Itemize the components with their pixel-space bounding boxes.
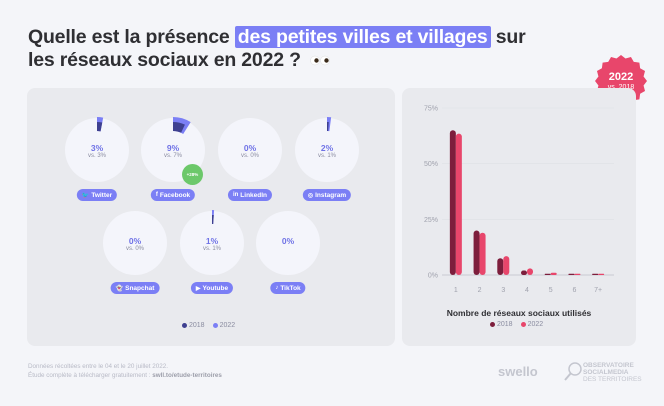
donut-legend: 2018 2022: [182, 322, 235, 329]
growth-badge: +28%: [182, 164, 203, 185]
donut-snapchat: [103, 211, 167, 275]
x-tick-label: 2: [478, 287, 482, 294]
network-label-tiktok: ♪ TikTok: [270, 282, 306, 294]
tiktok-icon: ♪: [275, 285, 279, 291]
share-2018: vs. 1%: [317, 153, 336, 159]
donut-linkedin: [218, 118, 282, 182]
legend-2018: 2018: [182, 322, 205, 329]
network-label-twitter: 🐦 Twitter: [76, 189, 118, 201]
y-tick-label: 50%: [424, 161, 438, 168]
footer-note: Données récoltées entre le 04 et le 20 j…: [28, 363, 222, 379]
share-2022: 0%: [243, 143, 257, 153]
wedge-2018: [173, 122, 185, 133]
linkedin-icon: in: [232, 192, 239, 198]
instagram-icon: ◎: [307, 192, 314, 199]
y-tick-label: 0%: [428, 273, 438, 280]
network-label-instagram: ◎ Instagram: [302, 189, 352, 201]
study-link[interactable]: swll.to/etude-territoires: [152, 372, 222, 379]
legend-2018: 2018: [490, 321, 513, 328]
share-2018: vs. 0%: [240, 153, 259, 159]
y-tick-label: 25%: [424, 217, 438, 224]
bar-2018-4: [521, 270, 527, 275]
swello-logo: swello: [498, 364, 538, 379]
network-label-facebook: f Facebook: [150, 189, 196, 201]
bar-2022-6: [574, 273, 581, 275]
facebook-icon: f: [155, 192, 158, 198]
bar-legend: 2018 2022: [490, 321, 543, 328]
youtube-icon: ▶: [195, 285, 201, 292]
eyes-icon: [310, 56, 330, 66]
wedge-2018: [327, 122, 329, 132]
wedge-2018: [212, 215, 214, 225]
badge-year: 2022: [608, 71, 634, 83]
legend-2022: 2022: [212, 322, 235, 329]
y-tick-label: 75%: [424, 106, 438, 113]
bar-2022-7+: [598, 273, 605, 275]
x-tick-label: 1: [454, 287, 458, 294]
wedge-2018: [97, 122, 103, 132]
page-title: Quelle est la présence des petites ville…: [28, 26, 526, 71]
magnifier-logo-icon: [564, 362, 582, 381]
x-axis-label: Nombre de réseaux sociaux utilisés: [446, 308, 592, 318]
share-2018: vs. 7%: [163, 153, 182, 159]
bar-2018-7+: [592, 273, 599, 275]
share-2022: 2%: [320, 143, 334, 153]
x-tick-label: 4: [525, 287, 529, 294]
x-tick-label: 7+: [594, 287, 602, 294]
snapchat-icon: 👻: [115, 285, 124, 292]
bar-2018-6: [568, 273, 575, 275]
x-tick-label: 6: [572, 287, 576, 294]
bar-chart: 0% 25% 50% 75% 1 2 3 4 5 6 7+: [424, 106, 614, 294]
x-tick-label: 3: [501, 287, 505, 294]
share-2018: vs. 1%: [202, 246, 221, 252]
legend-2022: 2022: [520, 321, 543, 328]
share-2018: vs. 0%: [125, 246, 144, 252]
network-label-snapchat: 👻 Snapchat: [110, 282, 160, 294]
bar-2018-1: [449, 130, 456, 275]
bar-2018-2: [473, 230, 480, 275]
share-2022: 0%: [281, 236, 295, 246]
donut-instagram: [295, 117, 359, 182]
bar-2022-3: [503, 256, 510, 275]
bar-2018-3: [497, 258, 504, 275]
title-highlight: des petites villes et villages: [234, 26, 491, 48]
x-tick-label: 5: [549, 287, 553, 294]
bar-2022-1: [455, 133, 462, 275]
bar-2018-5: [544, 273, 551, 275]
twitter-icon: 🐦: [81, 192, 90, 199]
networks-panel: 3% vs. 3% 🐦 Twitter 9% vs. 7% +28% f Facebook 0% v…: [27, 88, 395, 346]
bar-2022-2: [479, 232, 486, 275]
network-label-linkedin: in LinkedIn: [227, 189, 273, 201]
share-2022: 9%: [166, 143, 180, 153]
donut-tiktok: [256, 211, 320, 275]
badge-vs: vs. 2018: [595, 84, 647, 91]
share-2018: vs. 3%: [87, 153, 106, 159]
donut-youtube: [180, 210, 244, 275]
donut-twitter: [65, 116, 129, 182]
bar-2022-4: [527, 268, 533, 275]
observatoire-logo: OBSERVATOIRE SOCIALMEDIA DES TERRITOIRES: [583, 362, 642, 383]
bar-chart-panel: 0% 25% 50% 75% 1 2 3 4 5 6 7+ Nombre de réseaux so…: [402, 88, 636, 346]
bar-2022-5: [550, 272, 557, 275]
network-label-youtube: ▶ Youtube: [190, 282, 234, 294]
share-2022: 0%: [128, 236, 142, 246]
share-2022: 3%: [90, 143, 104, 153]
share-2022: 1%: [205, 236, 219, 246]
